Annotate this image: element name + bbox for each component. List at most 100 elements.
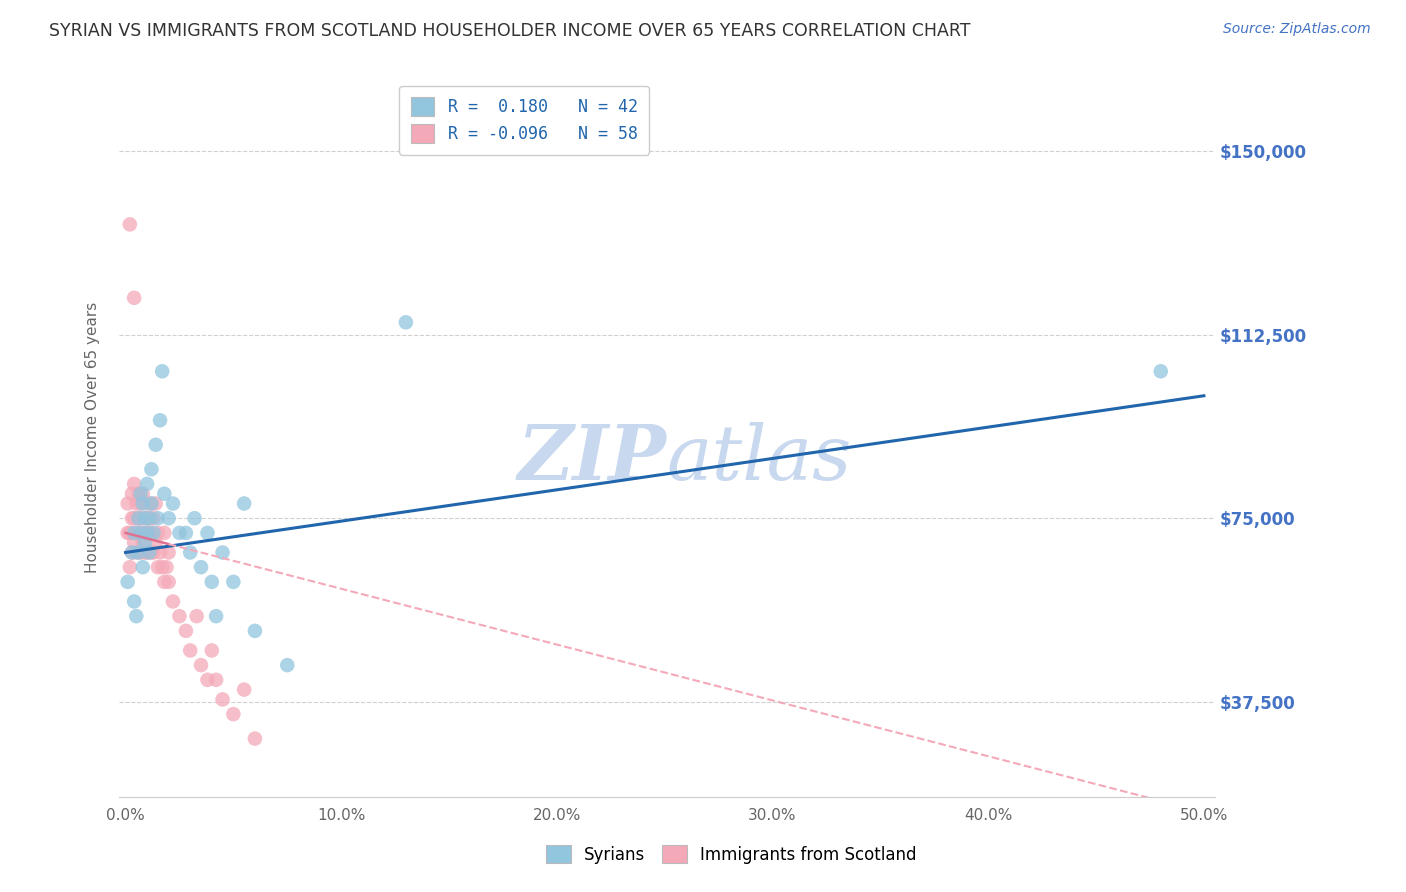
Point bbox=[134, 511, 156, 525]
Point bbox=[211, 545, 233, 559]
Point bbox=[243, 731, 266, 746]
Point bbox=[141, 462, 163, 476]
Point bbox=[125, 545, 148, 559]
Point bbox=[132, 535, 155, 549]
Legend: Syrians, Immigrants from Scotland: Syrians, Immigrants from Scotland bbox=[538, 838, 924, 871]
Point bbox=[150, 364, 173, 378]
Point bbox=[142, 545, 165, 559]
Point bbox=[153, 525, 176, 540]
Point bbox=[169, 609, 191, 624]
Point bbox=[222, 574, 245, 589]
Point bbox=[145, 438, 167, 452]
Point bbox=[162, 496, 184, 510]
Point bbox=[190, 560, 212, 574]
Point bbox=[129, 545, 152, 559]
Point bbox=[118, 560, 141, 574]
Point bbox=[233, 682, 256, 697]
Point bbox=[122, 511, 145, 525]
Point bbox=[174, 525, 197, 540]
Point bbox=[142, 511, 165, 525]
Point bbox=[132, 560, 155, 574]
Point bbox=[179, 643, 201, 657]
Point bbox=[129, 525, 152, 540]
Point bbox=[190, 658, 212, 673]
Point bbox=[141, 525, 163, 540]
Point bbox=[117, 574, 139, 589]
Point bbox=[146, 560, 169, 574]
Point bbox=[201, 643, 224, 657]
Point bbox=[125, 525, 148, 540]
Point bbox=[155, 560, 177, 574]
Point bbox=[243, 624, 266, 638]
Point bbox=[136, 545, 159, 559]
Point bbox=[145, 535, 167, 549]
Point bbox=[222, 707, 245, 722]
Point bbox=[197, 673, 219, 687]
Point bbox=[201, 574, 224, 589]
Text: SYRIAN VS IMMIGRANTS FROM SCOTLAND HOUSEHOLDER INCOME OVER 65 YEARS CORRELATION : SYRIAN VS IMMIGRANTS FROM SCOTLAND HOUSE… bbox=[49, 22, 970, 40]
Point bbox=[138, 511, 160, 525]
Point bbox=[138, 545, 160, 559]
Point bbox=[179, 545, 201, 559]
Point bbox=[122, 291, 145, 305]
Point bbox=[121, 511, 143, 525]
Point bbox=[169, 525, 191, 540]
Point bbox=[127, 545, 149, 559]
Point bbox=[127, 511, 149, 525]
Point bbox=[141, 496, 163, 510]
Point bbox=[145, 496, 167, 510]
Point bbox=[211, 692, 233, 706]
Point bbox=[134, 545, 156, 559]
Point bbox=[186, 609, 208, 624]
Point bbox=[118, 218, 141, 232]
Point bbox=[121, 545, 143, 559]
Text: Source: ZipAtlas.com: Source: ZipAtlas.com bbox=[1223, 22, 1371, 37]
Point bbox=[134, 535, 156, 549]
Point bbox=[121, 545, 143, 559]
Point bbox=[134, 511, 156, 525]
Point bbox=[136, 525, 159, 540]
Point bbox=[162, 594, 184, 608]
Point bbox=[122, 477, 145, 491]
Point bbox=[157, 574, 180, 589]
Point bbox=[153, 487, 176, 501]
Point bbox=[146, 525, 169, 540]
Point bbox=[157, 545, 180, 559]
Point bbox=[132, 525, 155, 540]
Point bbox=[136, 525, 159, 540]
Point bbox=[183, 511, 205, 525]
Point bbox=[117, 496, 139, 510]
Point bbox=[132, 487, 155, 501]
Point bbox=[127, 511, 149, 525]
Point bbox=[142, 525, 165, 540]
Point bbox=[129, 511, 152, 525]
Legend: R =  0.180   N = 42, R = -0.096   N = 58: R = 0.180 N = 42, R = -0.096 N = 58 bbox=[399, 86, 650, 155]
Point bbox=[205, 673, 228, 687]
Point bbox=[141, 496, 163, 510]
Text: ZIP: ZIP bbox=[517, 422, 666, 496]
Point bbox=[125, 496, 148, 510]
Point bbox=[136, 477, 159, 491]
Point bbox=[149, 545, 172, 559]
Point bbox=[138, 525, 160, 540]
Point bbox=[146, 511, 169, 525]
Point bbox=[132, 496, 155, 510]
Point bbox=[174, 624, 197, 638]
Point bbox=[233, 496, 256, 510]
Point bbox=[395, 315, 418, 329]
Point bbox=[149, 413, 172, 427]
Point bbox=[122, 535, 145, 549]
Point bbox=[150, 560, 173, 574]
Point bbox=[129, 487, 152, 501]
Point bbox=[136, 496, 159, 510]
Point bbox=[1150, 364, 1173, 378]
Point bbox=[197, 525, 219, 540]
Point bbox=[121, 487, 143, 501]
Point bbox=[127, 487, 149, 501]
Point bbox=[125, 609, 148, 624]
Point bbox=[118, 525, 141, 540]
Point bbox=[157, 511, 180, 525]
Point bbox=[122, 594, 145, 608]
Point bbox=[205, 609, 228, 624]
Point bbox=[122, 525, 145, 540]
